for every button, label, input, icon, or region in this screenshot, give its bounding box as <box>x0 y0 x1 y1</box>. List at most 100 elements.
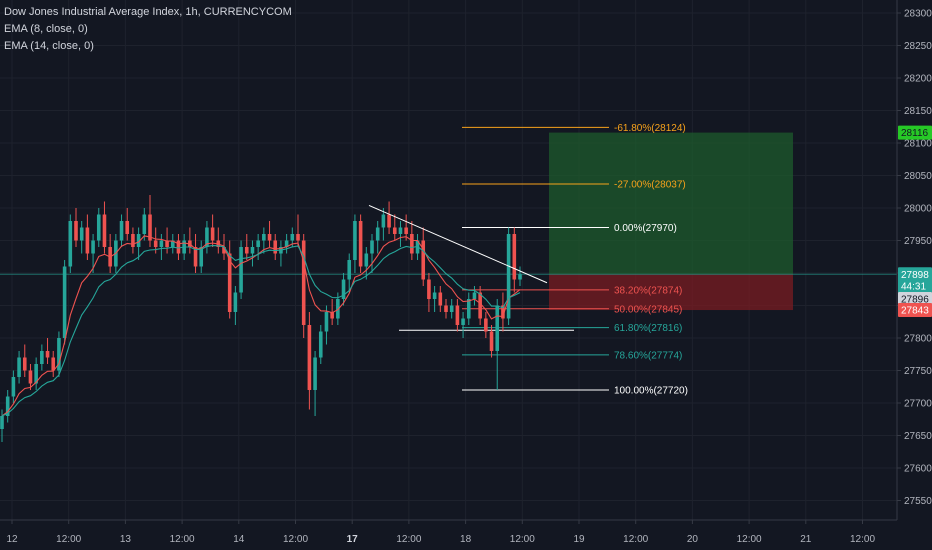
candle-body[interactable] <box>318 331 323 358</box>
price-axis-badge <box>898 303 932 318</box>
candle-body[interactable] <box>512 234 517 280</box>
candle-body[interactable] <box>125 221 130 234</box>
candle-body[interactable] <box>353 221 357 260</box>
candle-body[interactable] <box>11 377 16 397</box>
candle-body[interactable] <box>506 234 511 319</box>
time-tick-label: 12:00 <box>850 534 875 545</box>
price-axis-badge-label: 27896 <box>901 295 929 306</box>
candle-body[interactable] <box>170 240 175 248</box>
candle-body[interactable] <box>85 227 90 254</box>
candle-body[interactable] <box>250 247 255 254</box>
candle-body[interactable] <box>267 234 272 241</box>
candle-body[interactable] <box>364 253 369 267</box>
candle-body[interactable] <box>421 240 426 280</box>
candle-body[interactable] <box>284 240 289 248</box>
candle-body[interactable] <box>358 221 363 267</box>
candle-body[interactable] <box>398 227 403 235</box>
candle-body[interactable] <box>153 240 158 248</box>
candle-body[interactable] <box>438 292 443 306</box>
candle-body[interactable] <box>176 240 181 254</box>
candle-body[interactable] <box>290 234 295 241</box>
candle-body[interactable] <box>256 240 260 248</box>
candle-body[interactable] <box>233 292 238 313</box>
candle-body[interactable] <box>210 227 215 241</box>
candle-body[interactable] <box>136 234 141 247</box>
candle-body[interactable] <box>370 240 374 254</box>
candle-body[interactable] <box>501 305 505 319</box>
candle-body[interactable] <box>301 240 306 326</box>
candle-body[interactable] <box>478 292 482 319</box>
price-tick-label: 28250 <box>904 41 932 52</box>
candle-body[interactable] <box>444 305 448 313</box>
target-zone[interactable] <box>549 132 793 275</box>
candle-body[interactable] <box>387 214 391 228</box>
candle-body[interactable] <box>57 338 61 371</box>
indicator-ema8[interactable]: EMA (8, close, 0) <box>4 23 88 35</box>
candle-body[interactable] <box>262 234 266 241</box>
candle-body[interactable] <box>404 227 408 235</box>
candle-body[interactable] <box>489 331 494 352</box>
candle-body[interactable] <box>518 274 522 280</box>
candle-body[interactable] <box>159 240 164 248</box>
candle-body[interactable] <box>131 234 135 247</box>
candle-body[interactable] <box>461 318 465 326</box>
candle-body[interactable] <box>244 247 249 254</box>
candle-body[interactable] <box>5 396 10 417</box>
candle-body[interactable] <box>273 240 278 254</box>
candle-body[interactable] <box>466 299 471 319</box>
trendline[interactable] <box>368 204 548 284</box>
candle-body[interactable] <box>432 292 437 300</box>
candle-body[interactable] <box>330 312 334 319</box>
candle-body[interactable] <box>392 227 397 235</box>
candle-body[interactable] <box>102 214 107 248</box>
candle-body[interactable] <box>40 351 44 364</box>
price-axis-badge <box>898 279 932 293</box>
candle-body[interactable] <box>336 299 340 319</box>
candle-body[interactable] <box>74 221 78 241</box>
candle-body[interactable] <box>495 305 500 352</box>
candle-body[interactable] <box>410 234 414 254</box>
price-tick-label: 27600 <box>904 464 932 475</box>
candle-body[interactable] <box>239 247 243 293</box>
candle-body[interactable] <box>22 357 27 371</box>
candle-body[interactable] <box>45 351 50 358</box>
candle-body[interactable] <box>96 214 101 241</box>
candle-body[interactable] <box>51 357 56 371</box>
candle-body[interactable] <box>119 221 124 241</box>
candle-body[interactable] <box>91 240 95 254</box>
candle-body[interactable] <box>324 312 329 332</box>
candle-body[interactable] <box>296 234 300 241</box>
candle-body[interactable] <box>455 305 460 326</box>
candle-body[interactable] <box>199 247 204 267</box>
candle-body[interactable] <box>28 370 33 384</box>
indicator-ema14[interactable]: EMA (14, close, 0) <box>4 40 94 52</box>
candle-body[interactable] <box>17 357 21 378</box>
candle-body[interactable] <box>381 214 386 228</box>
candle-body[interactable] <box>148 214 152 241</box>
candle-body[interactable] <box>79 227 84 241</box>
candle-body[interactable] <box>205 227 209 248</box>
candle-body[interactable] <box>427 279 431 300</box>
candle-body[interactable] <box>165 240 169 248</box>
candle-body[interactable] <box>449 305 454 313</box>
candle-body[interactable] <box>307 325 312 390</box>
candle-body[interactable] <box>62 266 67 339</box>
fib-level-label: 61.80%(27816) <box>614 323 682 334</box>
stop-zone[interactable] <box>549 274 793 311</box>
candle-body[interactable] <box>68 221 73 267</box>
candle-body[interactable] <box>227 253 232 313</box>
candle-body[interactable] <box>375 227 380 241</box>
candle-body[interactable] <box>34 364 38 384</box>
candle-body[interactable] <box>341 279 346 300</box>
candle-body[interactable] <box>142 214 147 235</box>
candle-body[interactable] <box>484 318 488 332</box>
candle-body[interactable] <box>222 247 226 254</box>
candle-body[interactable] <box>472 292 477 300</box>
price-tick-label: 27750 <box>904 366 932 377</box>
candle-body[interactable] <box>313 357 317 391</box>
candle-body[interactable] <box>0 416 4 429</box>
price-tick-label: 28300 <box>904 9 932 20</box>
candle-body[interactable] <box>347 260 352 280</box>
candle-body[interactable] <box>193 247 198 267</box>
